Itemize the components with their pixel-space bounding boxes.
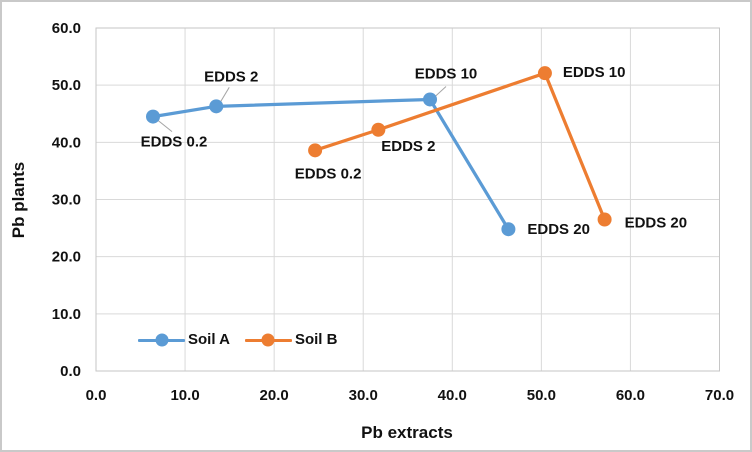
data-label-soil-a-edds-0-2: EDDS 0.2 <box>141 134 208 151</box>
legend-marker-soil-b <box>244 333 292 347</box>
y-tick-label: 0.0 <box>60 363 81 380</box>
x-tick-label: 20.0 <box>260 387 289 404</box>
point-soil-b-edds-20[interactable] <box>597 212 612 227</box>
x-tick-label: 40.0 <box>438 387 467 404</box>
data-label-soil-b-edds-20: EDDS 20 <box>625 215 688 232</box>
x-axis-title: Pb extracts <box>361 423 453 442</box>
legend-dot-soil-a <box>155 333 168 347</box>
label-leader-line <box>433 86 447 98</box>
data-label-soil-a-edds-20: EDDS 20 <box>527 221 590 238</box>
data-label-soil-a-edds-2: EDDS 2 <box>204 68 258 85</box>
legend-dot-soil-b <box>261 333 275 347</box>
legend-label-soil-b: Soil B <box>294 331 338 348</box>
y-tick-label: 30.0 <box>52 192 81 209</box>
point-soil-a-edds-0-2[interactable] <box>146 109 161 124</box>
series-line-soil-b[interactable] <box>313 71 607 222</box>
plot-area[interactable] <box>95 27 720 372</box>
x-tick-label: 10.0 <box>170 387 199 404</box>
data-label-soil-a-edds-10: EDDS 10 <box>415 65 478 82</box>
x-tick-label: 70.0 <box>705 387 734 404</box>
y-tick-label: 50.0 <box>52 77 81 94</box>
legend-item-soil-a[interactable]: Soil A <box>138 331 230 349</box>
y-tick-label: 10.0 <box>52 306 81 323</box>
legend-label-soil-a: Soil A <box>188 331 230 348</box>
x-tick-label: 0.0 <box>86 387 107 404</box>
legend-marker-soil-a <box>138 333 185 347</box>
label-leader-line <box>156 119 173 132</box>
x-tick-label: 60.0 <box>616 387 645 404</box>
point-soil-b-edds-0-2[interactable] <box>308 143 323 158</box>
series-line-soil-a[interactable] <box>151 97 511 231</box>
chart-legend: Soil A Soil B <box>138 331 337 349</box>
point-soil-a-edds-10[interactable] <box>423 92 438 107</box>
point-soil-b-edds-2[interactable] <box>371 122 386 137</box>
y-tick-label: 40.0 <box>52 134 81 151</box>
y-axis-title: Pb plants <box>9 161 28 239</box>
x-tick-label: 50.0 <box>527 387 556 404</box>
data-label-soil-b-edds-0-2: EDDS 0.2 <box>295 165 362 182</box>
legend-item-soil-b[interactable]: Soil B <box>244 331 338 349</box>
point-soil-a-edds-20[interactable] <box>501 222 516 237</box>
y-tick-label: 20.0 <box>52 249 81 266</box>
data-label-soil-b-edds-2: EDDS 2 <box>381 138 435 155</box>
label-leader-line <box>219 87 230 103</box>
x-tick-label: 30.0 <box>349 387 378 404</box>
y-tick-label: 60.0 <box>52 20 81 37</box>
data-label-soil-b-edds-10: EDDS 10 <box>563 64 626 81</box>
point-soil-a-edds-2[interactable] <box>209 99 224 114</box>
point-soil-b-edds-10[interactable] <box>537 66 552 81</box>
